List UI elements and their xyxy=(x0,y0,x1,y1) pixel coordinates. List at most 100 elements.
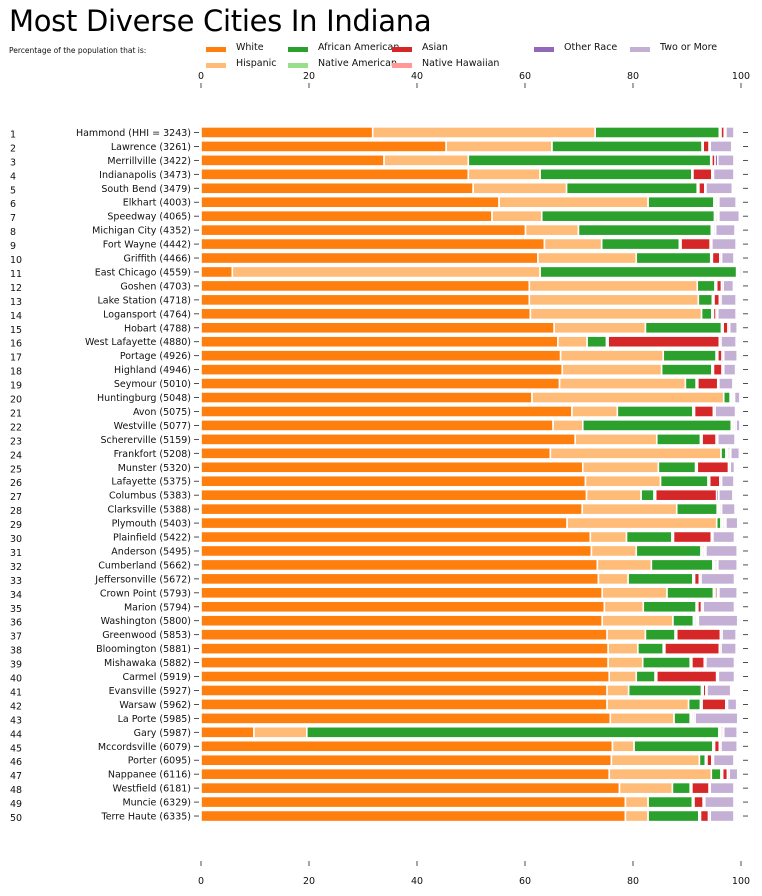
bar-segment-two-or-more xyxy=(714,405,737,418)
bar-segment-african-american xyxy=(660,363,713,377)
legend-swatch xyxy=(534,47,554,52)
rank-label: 8 xyxy=(10,227,16,238)
bar-segment-two-or-more xyxy=(726,698,738,711)
bar-segment-african-american xyxy=(697,293,714,307)
city-label: Anderson (5495) xyxy=(111,546,191,557)
bar-segment-white xyxy=(200,349,562,363)
top-axis-tick-label: 0 xyxy=(198,71,204,82)
bar-segment-african-american xyxy=(659,474,709,488)
bar-segment-two-or-more xyxy=(729,460,736,474)
city-label: Crown Point (5793) xyxy=(100,588,191,599)
bar-segment-african-american xyxy=(722,391,731,404)
bar-segment-hispanic xyxy=(467,167,541,181)
bar-segment-hispanic xyxy=(571,405,619,418)
rank-label: 3 xyxy=(10,157,16,168)
rank-label: 34 xyxy=(10,590,22,601)
bar-segment-african-american xyxy=(637,642,665,656)
bar-segment-african-american xyxy=(673,711,692,725)
bar-segment-hispanic xyxy=(597,572,629,586)
rank-label: 15 xyxy=(10,325,22,336)
city-label: Carmel (5919) xyxy=(122,672,191,683)
bar-segment-hispanic xyxy=(552,419,584,432)
legend-swatch xyxy=(630,47,650,52)
bar-segment-two-or-more xyxy=(711,237,737,251)
bar-segment-two-or-more xyxy=(716,307,737,321)
bar-segment-white xyxy=(200,181,474,195)
rank-label: 50 xyxy=(10,813,22,824)
bar-segment-two-or-more xyxy=(702,600,736,614)
chart-title: Most Diverse Cities In Indiana xyxy=(9,4,432,38)
city-label: Highland (4946) xyxy=(114,365,191,376)
city-label: Muncie (6329) xyxy=(122,798,191,809)
bar-segment-two-or-more xyxy=(716,558,739,572)
bar-segment-white xyxy=(200,642,609,656)
bar-segment-two-or-more xyxy=(705,181,734,195)
bar-segment-two-or-more xyxy=(706,684,732,697)
bar-segment-white xyxy=(200,795,627,809)
bar-segment-two-or-more xyxy=(709,140,733,153)
bar-segment-hispanic xyxy=(596,558,653,572)
bar-segment-two-or-more xyxy=(733,391,741,404)
bar-segment-african-american xyxy=(647,195,715,209)
city-label: Seymour (5010) xyxy=(114,379,191,390)
legend-swatch xyxy=(392,47,412,52)
rank-label: 38 xyxy=(10,646,22,657)
bar-segment-asian xyxy=(708,474,721,488)
rank-label: 2 xyxy=(10,143,16,154)
legend-swatch xyxy=(288,47,308,52)
bar-segment-african-american xyxy=(662,349,717,363)
bar-segment-african-american xyxy=(655,432,702,446)
rank-label: 32 xyxy=(10,562,22,573)
bar-segment-two-or-more xyxy=(725,516,739,530)
rank-label: 43 xyxy=(10,715,22,726)
legend-label: Other Race xyxy=(564,42,618,53)
rank-label: 17 xyxy=(10,353,22,364)
rank-label: 1 xyxy=(10,129,16,140)
rank-label: 42 xyxy=(10,701,22,712)
bar-segment-hispanic xyxy=(528,293,700,307)
bar-segment-white xyxy=(200,153,385,167)
rank-label: 21 xyxy=(10,408,22,419)
bar-segment-white xyxy=(200,572,600,586)
legend-label: Hispanic xyxy=(236,58,277,69)
city-label: Nappanee (6116) xyxy=(108,770,191,781)
city-label: Plainfield (5422) xyxy=(113,533,191,544)
bar-segment-hispanic xyxy=(601,614,674,628)
bar-segment-hispanic xyxy=(609,711,675,725)
bar-segment-white xyxy=(200,600,606,614)
legend-label: White xyxy=(236,42,264,53)
bar-segment-two-or-more xyxy=(714,223,736,237)
bar-segment-hispanic xyxy=(524,223,580,237)
city-label: Hobart (4788) xyxy=(124,323,191,334)
rank-label: 40 xyxy=(10,674,22,685)
bar-segment-african-american xyxy=(627,572,694,586)
bar-segment-asian xyxy=(680,237,712,251)
bar-segment-hispanic xyxy=(383,153,470,167)
bar-segment-hispanic xyxy=(557,335,588,349)
rank-label: 44 xyxy=(10,729,22,740)
bar-segment-white xyxy=(200,711,612,725)
bar-segment-african-american xyxy=(647,795,694,809)
rank-label: 4 xyxy=(10,171,16,182)
city-label: Fort Wayne (4442) xyxy=(103,240,191,251)
legend-label: Native American xyxy=(318,58,397,69)
bar-segment-two-or-more xyxy=(694,711,739,725)
bar-segment-hispanic xyxy=(601,586,668,600)
bar-segment-african-american xyxy=(684,377,697,390)
bar-segment-two-or-more xyxy=(718,209,741,223)
city-label: Frankfort (5208) xyxy=(114,449,191,460)
rank-label: 20 xyxy=(10,395,22,406)
bar-segment-hispanic xyxy=(606,684,630,697)
bar-segment-african-american xyxy=(635,670,656,683)
bar-segment-asian xyxy=(655,670,718,683)
city-label: Huntingburg (5048) xyxy=(97,393,191,404)
bar-segment-african-american xyxy=(600,237,681,251)
city-label: La Porte (5985) xyxy=(118,714,191,725)
legend-label: African American xyxy=(318,42,400,53)
rank-label: 33 xyxy=(10,576,22,587)
bar-segment-asian xyxy=(698,181,706,195)
bar-segment-asian xyxy=(691,656,706,669)
bar-segment-hispanic xyxy=(624,795,649,809)
bar-segment-african-american xyxy=(467,153,712,167)
bar-segment-african-american xyxy=(698,753,707,767)
